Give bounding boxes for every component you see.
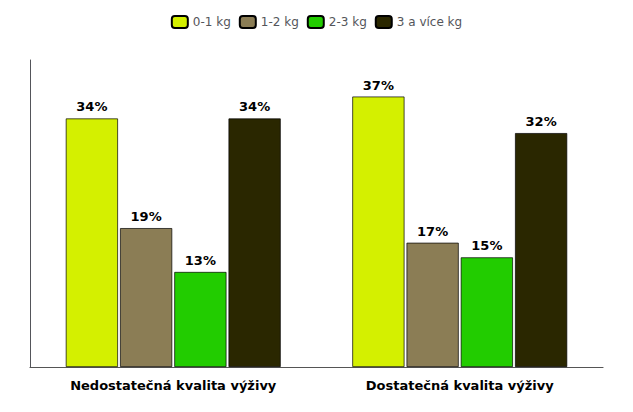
svg-text:1-2 kg: 1-2 kg [261, 15, 299, 29]
svg-text:34%: 34% [239, 99, 270, 114]
svg-text:3 a více kg: 3 a více kg [397, 15, 462, 29]
svg-text:13%: 13% [185, 253, 216, 268]
svg-text:2-3 kg: 2-3 kg [329, 15, 367, 29]
svg-text:15%: 15% [471, 238, 502, 253]
svg-text:37%: 37% [363, 78, 394, 93]
svg-text:Nedostatečná kvalita výživy: Nedostatečná kvalita výživy [70, 378, 277, 393]
svg-text:34%: 34% [76, 99, 107, 114]
svg-text:Dostatečná kvalita výživy: Dostatečná kvalita výživy [366, 378, 554, 393]
svg-text:0-1 kg: 0-1 kg [193, 15, 231, 29]
svg-text:17%: 17% [417, 224, 448, 239]
svg-text:32%: 32% [526, 114, 557, 129]
svg-text:19%: 19% [131, 209, 162, 224]
